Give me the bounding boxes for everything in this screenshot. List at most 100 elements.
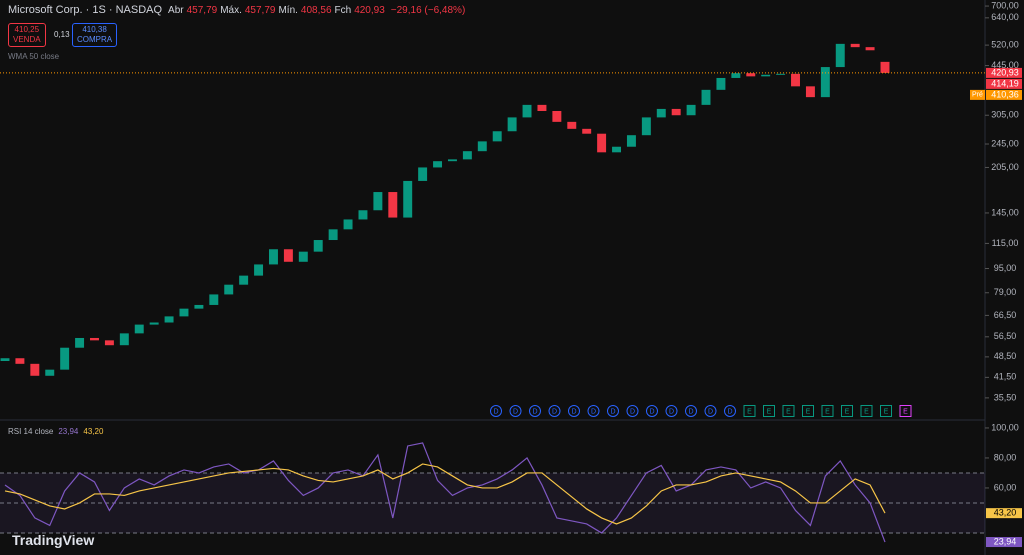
event-marker	[899, 405, 912, 417]
candle-body	[60, 347, 70, 370]
candle-body	[45, 369, 55, 376]
event-marker	[880, 405, 892, 417]
buy-button[interactable]: 410,38 COMPRA	[72, 23, 118, 47]
ohlc-value: 457,79	[186, 4, 218, 16]
y-tick-label: 205,00	[991, 162, 1019, 172]
candle-body	[343, 219, 353, 230]
y-tick-label: 640,00	[991, 12, 1019, 22]
candle-body	[134, 324, 144, 334]
event-marker	[646, 405, 658, 417]
candle-body	[761, 74, 771, 77]
candle-body	[328, 229, 338, 241]
candle-body	[433, 161, 443, 168]
y-tick-label: 35,50	[994, 392, 1017, 402]
value-tag-label: 43,20	[994, 508, 1017, 518]
event-marker	[685, 405, 697, 417]
event-label: D	[708, 408, 713, 415]
y-tick-label: 700,00	[991, 0, 1019, 10]
y-tick-label: 100,00	[991, 422, 1019, 432]
candle-body	[119, 333, 129, 346]
candle-body	[388, 192, 398, 218]
sell-label: VENDA	[13, 35, 41, 44]
candle-body	[597, 133, 607, 153]
event-label: D	[493, 408, 498, 415]
candle-body	[776, 73, 786, 75]
event-label: E	[747, 408, 752, 415]
candle-body	[164, 316, 174, 323]
buy-label: COMPRA	[77, 35, 113, 44]
buy-price: 410,38	[82, 25, 107, 34]
candle-body	[313, 240, 323, 252]
candle-body	[239, 275, 249, 285]
candle-body	[865, 47, 875, 51]
price-tag-label: 414,19	[991, 78, 1019, 88]
candle-body	[403, 180, 413, 218]
candle-body	[746, 73, 756, 77]
ohlc-key: Máx.	[220, 4, 242, 16]
event-label: D	[727, 408, 732, 415]
value-tag-label: 23,94	[994, 536, 1017, 546]
event-label: E	[903, 408, 908, 415]
candle-body	[626, 135, 636, 147]
candle-body	[179, 308, 189, 317]
y-tick-label: 80,00	[994, 452, 1017, 462]
event-marker	[743, 405, 756, 417]
event-label: D	[649, 408, 654, 415]
event-marker	[763, 405, 775, 417]
symbol: Microsoft Corp. · 1S · NASDAQ	[8, 4, 163, 16]
pre-label: Pré	[972, 92, 983, 99]
price-tag-label: 410,36	[991, 89, 1019, 99]
candle-body	[209, 294, 219, 305]
event-label: E	[786, 408, 791, 415]
pre-tag	[970, 89, 985, 100]
indicator-label: WMA 50 close	[8, 52, 60, 61]
event-label: D	[552, 408, 557, 415]
event-label: D	[532, 408, 537, 415]
candle-body	[283, 249, 293, 262]
y-tick-label: 145,00	[991, 207, 1019, 217]
candle-body	[656, 108, 666, 118]
candle-body	[850, 43, 860, 48]
candle-body	[880, 61, 890, 73]
candle-body	[612, 146, 621, 153]
candle-body	[298, 251, 308, 262]
candle-body	[373, 192, 383, 211]
y-tick-label: 41,50	[994, 372, 1017, 382]
value-tag	[986, 508, 1022, 519]
event-marker	[782, 405, 795, 417]
price-tag	[986, 89, 1022, 100]
event-marker	[587, 405, 600, 417]
ohlc: Abr 457,79 Máx. 457,79 Mín. 408,56 Fch 420,93	[168, 5, 385, 16]
candle-body	[224, 284, 234, 295]
event-marker	[841, 405, 853, 417]
rsi-ma-value: 43,20	[83, 427, 104, 436]
candle-body	[90, 337, 99, 341]
y-tick-label: 95,00	[994, 263, 1017, 273]
candle-body	[254, 264, 264, 276]
sell-button[interactable]: 410,25 VENDA	[8, 23, 46, 47]
y-tick-label: 115,00	[992, 238, 1019, 248]
event-label: D	[513, 408, 518, 415]
ohlc-value: 408,56	[300, 4, 332, 16]
y-tick-label: 305,00	[991, 110, 1019, 120]
change: −29,16 (−6,48%)	[390, 4, 466, 16]
candle-body	[835, 43, 845, 68]
event-label: E	[825, 408, 830, 415]
candle-body	[492, 131, 502, 142]
event-label: E	[864, 408, 869, 415]
candle-body	[567, 121, 577, 129]
event-label: D	[630, 408, 635, 415]
event-marker	[490, 405, 502, 417]
price-tag	[986, 78, 1022, 89]
ohlc-key: Abr	[168, 4, 184, 16]
value-tag	[986, 537, 1022, 548]
event-marker	[509, 405, 522, 417]
candle-body	[15, 358, 25, 364]
ohlc-key: Mín.	[278, 4, 298, 16]
y-tick-label: 79,00	[994, 287, 1017, 297]
spread: 0,13	[54, 30, 70, 39]
event-label: D	[571, 408, 576, 415]
event-marker	[626, 405, 639, 417]
y-tick-label: 520,00	[991, 39, 1019, 49]
